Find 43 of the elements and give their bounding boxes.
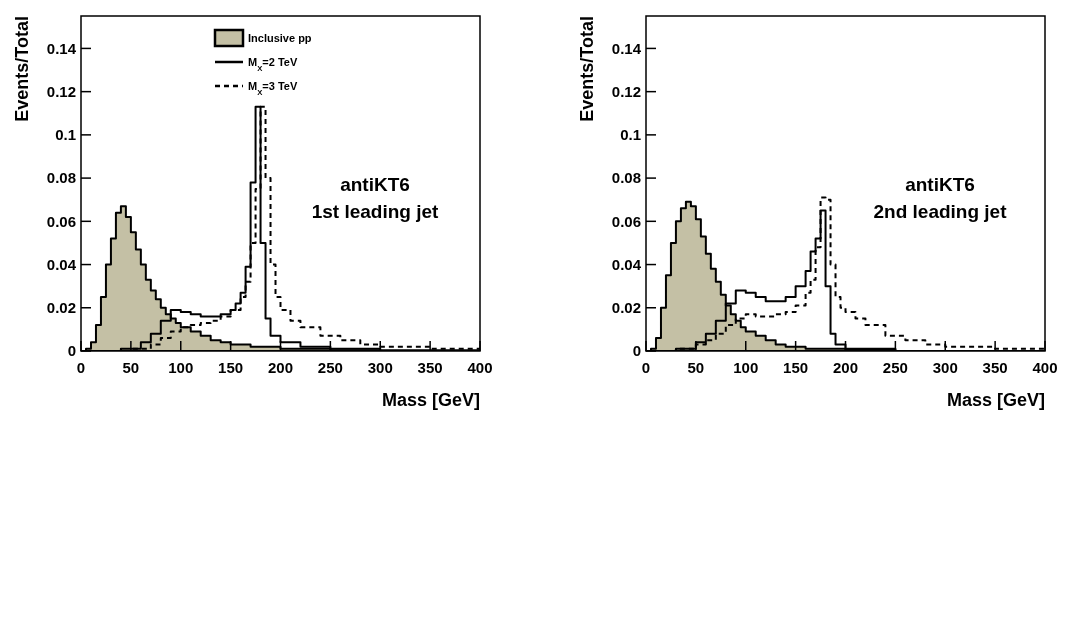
y-tick-label: 0.02 (611, 299, 641, 317)
x-tick-label: 50 (122, 359, 140, 376)
y-tick-label: 0.02 (46, 299, 76, 317)
x-tick-label: 300 (367, 359, 393, 376)
y-axis-title: Events/Total (12, 16, 32, 122)
x-tick-label: 350 (982, 359, 1008, 376)
x-tick-label: 350 (417, 359, 443, 376)
y-tick-label: 0.1 (55, 126, 76, 144)
x-tick-label: 400 (467, 359, 493, 376)
x-tick-label: 150 (783, 359, 809, 376)
x-axis-title: Mass [GeV] (381, 390, 480, 410)
annotation: antiKT6 (340, 174, 410, 195)
x-tick-label: 300 (932, 359, 958, 376)
legend-label: M$_{X}$=2 TeV (248, 56, 298, 73)
y-tick-label: 0.14 (611, 39, 642, 57)
x-tick-label: 250 (317, 359, 343, 376)
x-tick-label: 200 (267, 359, 294, 376)
y-tick-label: 0.1 (620, 126, 641, 144)
y-tick-label: 0 (67, 342, 76, 360)
annotation: antiKT6 (905, 174, 975, 195)
y-tick-label: 0.12 (611, 82, 641, 100)
y-tick-label: 0.04 (46, 255, 77, 273)
x-tick-label: 100 (733, 359, 759, 376)
annotation: 1st leading jet (311, 201, 440, 222)
legend-label: M$_{X}$=3 TeV (248, 80, 298, 97)
x-tick-label: 400 (1032, 359, 1058, 376)
y-axis-title: Events/Total (577, 16, 597, 122)
x-axis-title: Mass [GeV] (946, 390, 1045, 410)
y-tick-label: 0.08 (611, 169, 641, 187)
y-tick-label: 0.08 (46, 169, 76, 187)
x-tick-label: 250 (882, 359, 908, 376)
y-tick-label: 0.12 (46, 82, 76, 100)
y-tick-label: 0.06 (46, 212, 76, 230)
x-tick-label: 50 (687, 359, 705, 376)
y-tick-label: 0.06 (611, 212, 641, 230)
annotation: 2nd leading jet (873, 201, 1008, 222)
y-tick-label: 0 (632, 342, 641, 360)
x-tick-label: 150 (218, 359, 244, 376)
x-tick-label: 100 (168, 359, 194, 376)
legend-label: Inclusive pp (248, 32, 312, 44)
y-tick-label: 0.14 (46, 39, 77, 57)
x-tick-label: 200 (832, 359, 859, 376)
y-tick-label: 0.04 (611, 255, 642, 273)
